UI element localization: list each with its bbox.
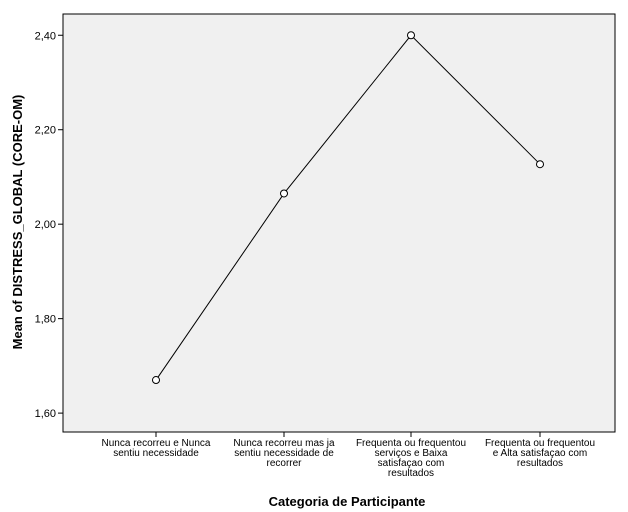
data-points: [152, 31, 544, 385]
series-line: [155, 34, 541, 381]
x-tick-label-line: sentiu necessidade de: [234, 448, 334, 459]
x-tick-label: Nunca recorreu e Nunca sentiu necessidade: [102, 438, 211, 459]
x-tick-label: Nunca recorreu mas ja sentiu necessidade …: [233, 438, 335, 469]
x-tick-label-line: Frequenta ou frequentou: [485, 438, 595, 449]
y-tick-label: 1,60: [35, 408, 56, 420]
x-axis-title: Categoria de Participante: [269, 494, 426, 509]
y-axis-title: Mean of DISTRESS_GLOBAL (CORE-OM): [10, 95, 25, 350]
x-tick-label-line: serviços e Baixa: [375, 448, 448, 459]
data-point: [536, 160, 544, 169]
x-tick-label-line: sentiu necessidade: [113, 448, 199, 459]
x-tick-label: Frequenta ou frequentou serviços e Baixa s…: [356, 438, 466, 479]
x-tick-label: Frequenta ou frequentou e Alta satisfaçao…: [485, 438, 595, 469]
y-tick-label: 2,00: [35, 219, 56, 231]
x-tick-label-line: recorrer: [266, 458, 302, 469]
y-tick-label: 1,80: [35, 314, 56, 326]
x-tick-label-line: satisfaçao com: [378, 458, 445, 469]
x-axis: Nunca recorreu e Nunca sentiu necessidade…: [102, 432, 595, 479]
y-axis: 1,60 1,80 2,00 2,20 2,40: [35, 30, 63, 420]
data-point: [407, 31, 415, 40]
x-tick-label-line: resultados: [517, 458, 563, 469]
plot-background: [62, 13, 616, 433]
x-tick-label-line: resultados: [388, 468, 434, 479]
x-tick-label-line: Frequenta ou frequentou: [356, 438, 466, 449]
y-tick-label: 2,20: [35, 125, 56, 137]
y-tick-label: 2,40: [35, 30, 56, 42]
data-point: [152, 376, 160, 385]
x-tick-label-line: e Alta satisfaçao com: [493, 448, 588, 459]
data-point: [280, 189, 288, 198]
x-tick-label-line: Nunca recorreu e Nunca: [102, 438, 211, 449]
x-tick-label-line: Nunca recorreu mas ja: [233, 438, 335, 449]
